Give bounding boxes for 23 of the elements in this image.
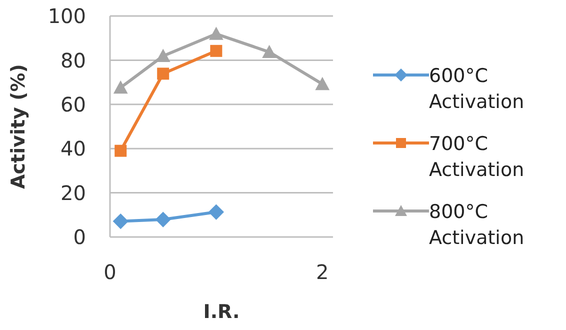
point <box>112 214 128 230</box>
y-tick-label: 80 <box>60 48 86 72</box>
x-tick-label: 2 <box>316 260 329 284</box>
point <box>262 44 276 58</box>
point <box>113 80 128 94</box>
x-axis-title: I.R. <box>203 301 240 323</box>
point <box>156 48 170 62</box>
point <box>157 68 170 80</box>
y-tick-label: 100 <box>48 4 86 28</box>
point <box>208 204 224 220</box>
legend-label: 700°C Activation <box>429 132 526 183</box>
point <box>155 212 171 228</box>
y-axis-title: Activity (%) <box>8 64 30 189</box>
legend-label: 600°C Activation <box>429 64 526 115</box>
point <box>114 144 127 157</box>
y-tick-label: 0 <box>73 225 86 250</box>
point <box>315 76 330 90</box>
y-tick-label: 40 <box>60 136 86 161</box>
point <box>208 26 224 40</box>
y-tick-label: 60 <box>60 92 86 116</box>
point <box>210 44 222 57</box>
legend-label: 800°C Activation <box>429 200 526 251</box>
y-tick-label: 20 <box>60 180 86 205</box>
